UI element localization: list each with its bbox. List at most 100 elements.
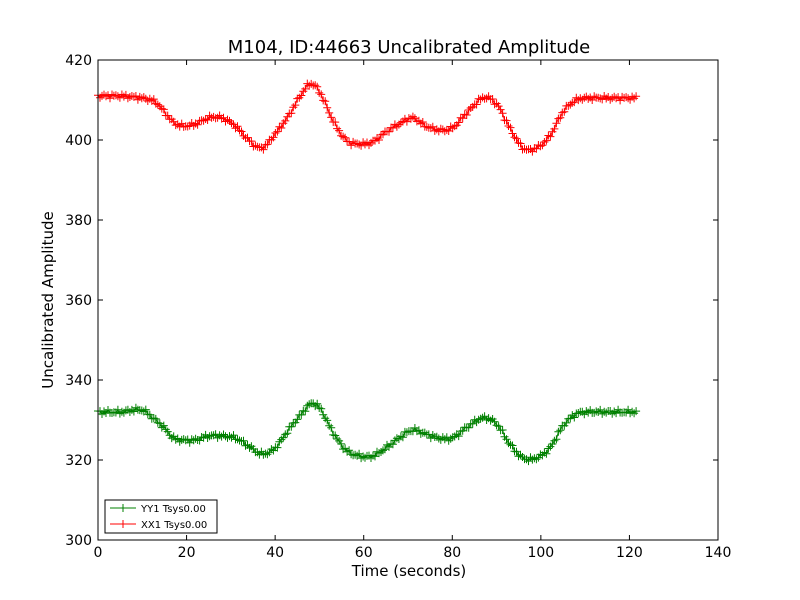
- x-tick-label: 60: [355, 545, 373, 561]
- data-point: [349, 137, 358, 146]
- data-point: [173, 434, 182, 443]
- data-point: [137, 406, 146, 415]
- data-point: [466, 104, 475, 112]
- data-point: [359, 452, 368, 461]
- data-point: [536, 450, 545, 459]
- data-point: [542, 449, 551, 458]
- data-point: [108, 90, 116, 99]
- data-point: [458, 426, 467, 435]
- x-tick-label: 20: [178, 545, 196, 561]
- data-point: [225, 432, 234, 441]
- data-point: [259, 450, 268, 459]
- y-tick-label: 320: [65, 453, 92, 469]
- data-point: [317, 90, 326, 99]
- data-point: [598, 409, 607, 418]
- data-point: [341, 444, 350, 453]
- data-point: [548, 440, 557, 448]
- x-tick-label: 120: [616, 545, 643, 561]
- legend-marker: [119, 504, 127, 512]
- legend-entry: YY1 Tsys0.00: [110, 504, 206, 515]
- data-point: [516, 139, 525, 148]
- data-point: [205, 432, 214, 441]
- data-point: [488, 95, 497, 103]
- data-point: [582, 407, 591, 416]
- data-point: [271, 129, 280, 137]
- data-point: [319, 96, 328, 105]
- data-point: [283, 112, 292, 121]
- data-point: [584, 94, 593, 103]
- data-point: [578, 95, 587, 104]
- data-point: [121, 90, 130, 99]
- data-point: [149, 95, 158, 104]
- data-point: [628, 407, 637, 416]
- data-point: [233, 122, 242, 131]
- x-tick-label: 80: [443, 545, 461, 561]
- data-point: [468, 419, 477, 428]
- data-point: [279, 433, 288, 442]
- y-axis: 300 320 340 360 380 400 420: [65, 53, 718, 549]
- data-point: [321, 97, 330, 106]
- data-point: [560, 107, 569, 116]
- data-point: [626, 95, 635, 104]
- data-point: [223, 115, 232, 124]
- data-point: [420, 428, 429, 437]
- data-point: [506, 440, 515, 449]
- data-point: [590, 408, 599, 417]
- data-point: [347, 450, 356, 459]
- data-point: [494, 102, 503, 111]
- data-point: [297, 91, 306, 100]
- data-point: [544, 131, 553, 140]
- data-point: [392, 434, 401, 443]
- data-point: [307, 79, 316, 88]
- data-point: [219, 430, 228, 439]
- data-point: [261, 449, 270, 458]
- data-point: [239, 436, 248, 445]
- data-point: [502, 116, 511, 125]
- data-point: [482, 94, 491, 103]
- data-point: [624, 405, 633, 414]
- data-point: [235, 126, 244, 135]
- data-point: [476, 95, 485, 104]
- data-point: [498, 109, 507, 118]
- data-point: [331, 431, 340, 440]
- data-point: [331, 118, 340, 127]
- data-point: [632, 92, 641, 101]
- series-2: [94, 79, 641, 156]
- data-point: [257, 447, 266, 456]
- data-point: [482, 416, 491, 424]
- data-point: [498, 426, 507, 434]
- plot-area: [94, 79, 641, 466]
- data-point: [283, 429, 292, 438]
- data-point: [522, 145, 531, 154]
- data-point: [379, 446, 387, 455]
- data-point: [291, 418, 300, 427]
- data-point: [512, 134, 521, 143]
- data-point: [508, 441, 517, 450]
- data-point: [424, 430, 433, 439]
- data-point: [153, 100, 162, 109]
- data-point: [337, 439, 346, 448]
- data-point: [313, 399, 322, 408]
- data-point: [558, 108, 567, 117]
- data-point: [580, 410, 589, 419]
- data-point: [253, 142, 262, 151]
- data-point: [524, 457, 533, 466]
- legend-label: XX1 Tsys0.00: [141, 520, 207, 531]
- data-point: [193, 120, 202, 129]
- data-point: [319, 410, 328, 419]
- legend-label: YY1 Tsys0.00: [140, 504, 206, 515]
- data-point: [229, 431, 238, 440]
- data-point: [329, 430, 338, 439]
- data-point: [590, 92, 599, 101]
- data-point: [594, 93, 603, 102]
- data-point: [596, 405, 605, 414]
- data-point: [556, 426, 565, 435]
- data-point: [357, 141, 366, 150]
- data-point: [550, 436, 559, 445]
- data-point: [428, 431, 437, 439]
- data-point: [335, 126, 344, 135]
- data-point: [117, 407, 126, 416]
- data-point: [219, 113, 228, 122]
- data-point: [444, 436, 453, 445]
- data-point: [508, 129, 517, 138]
